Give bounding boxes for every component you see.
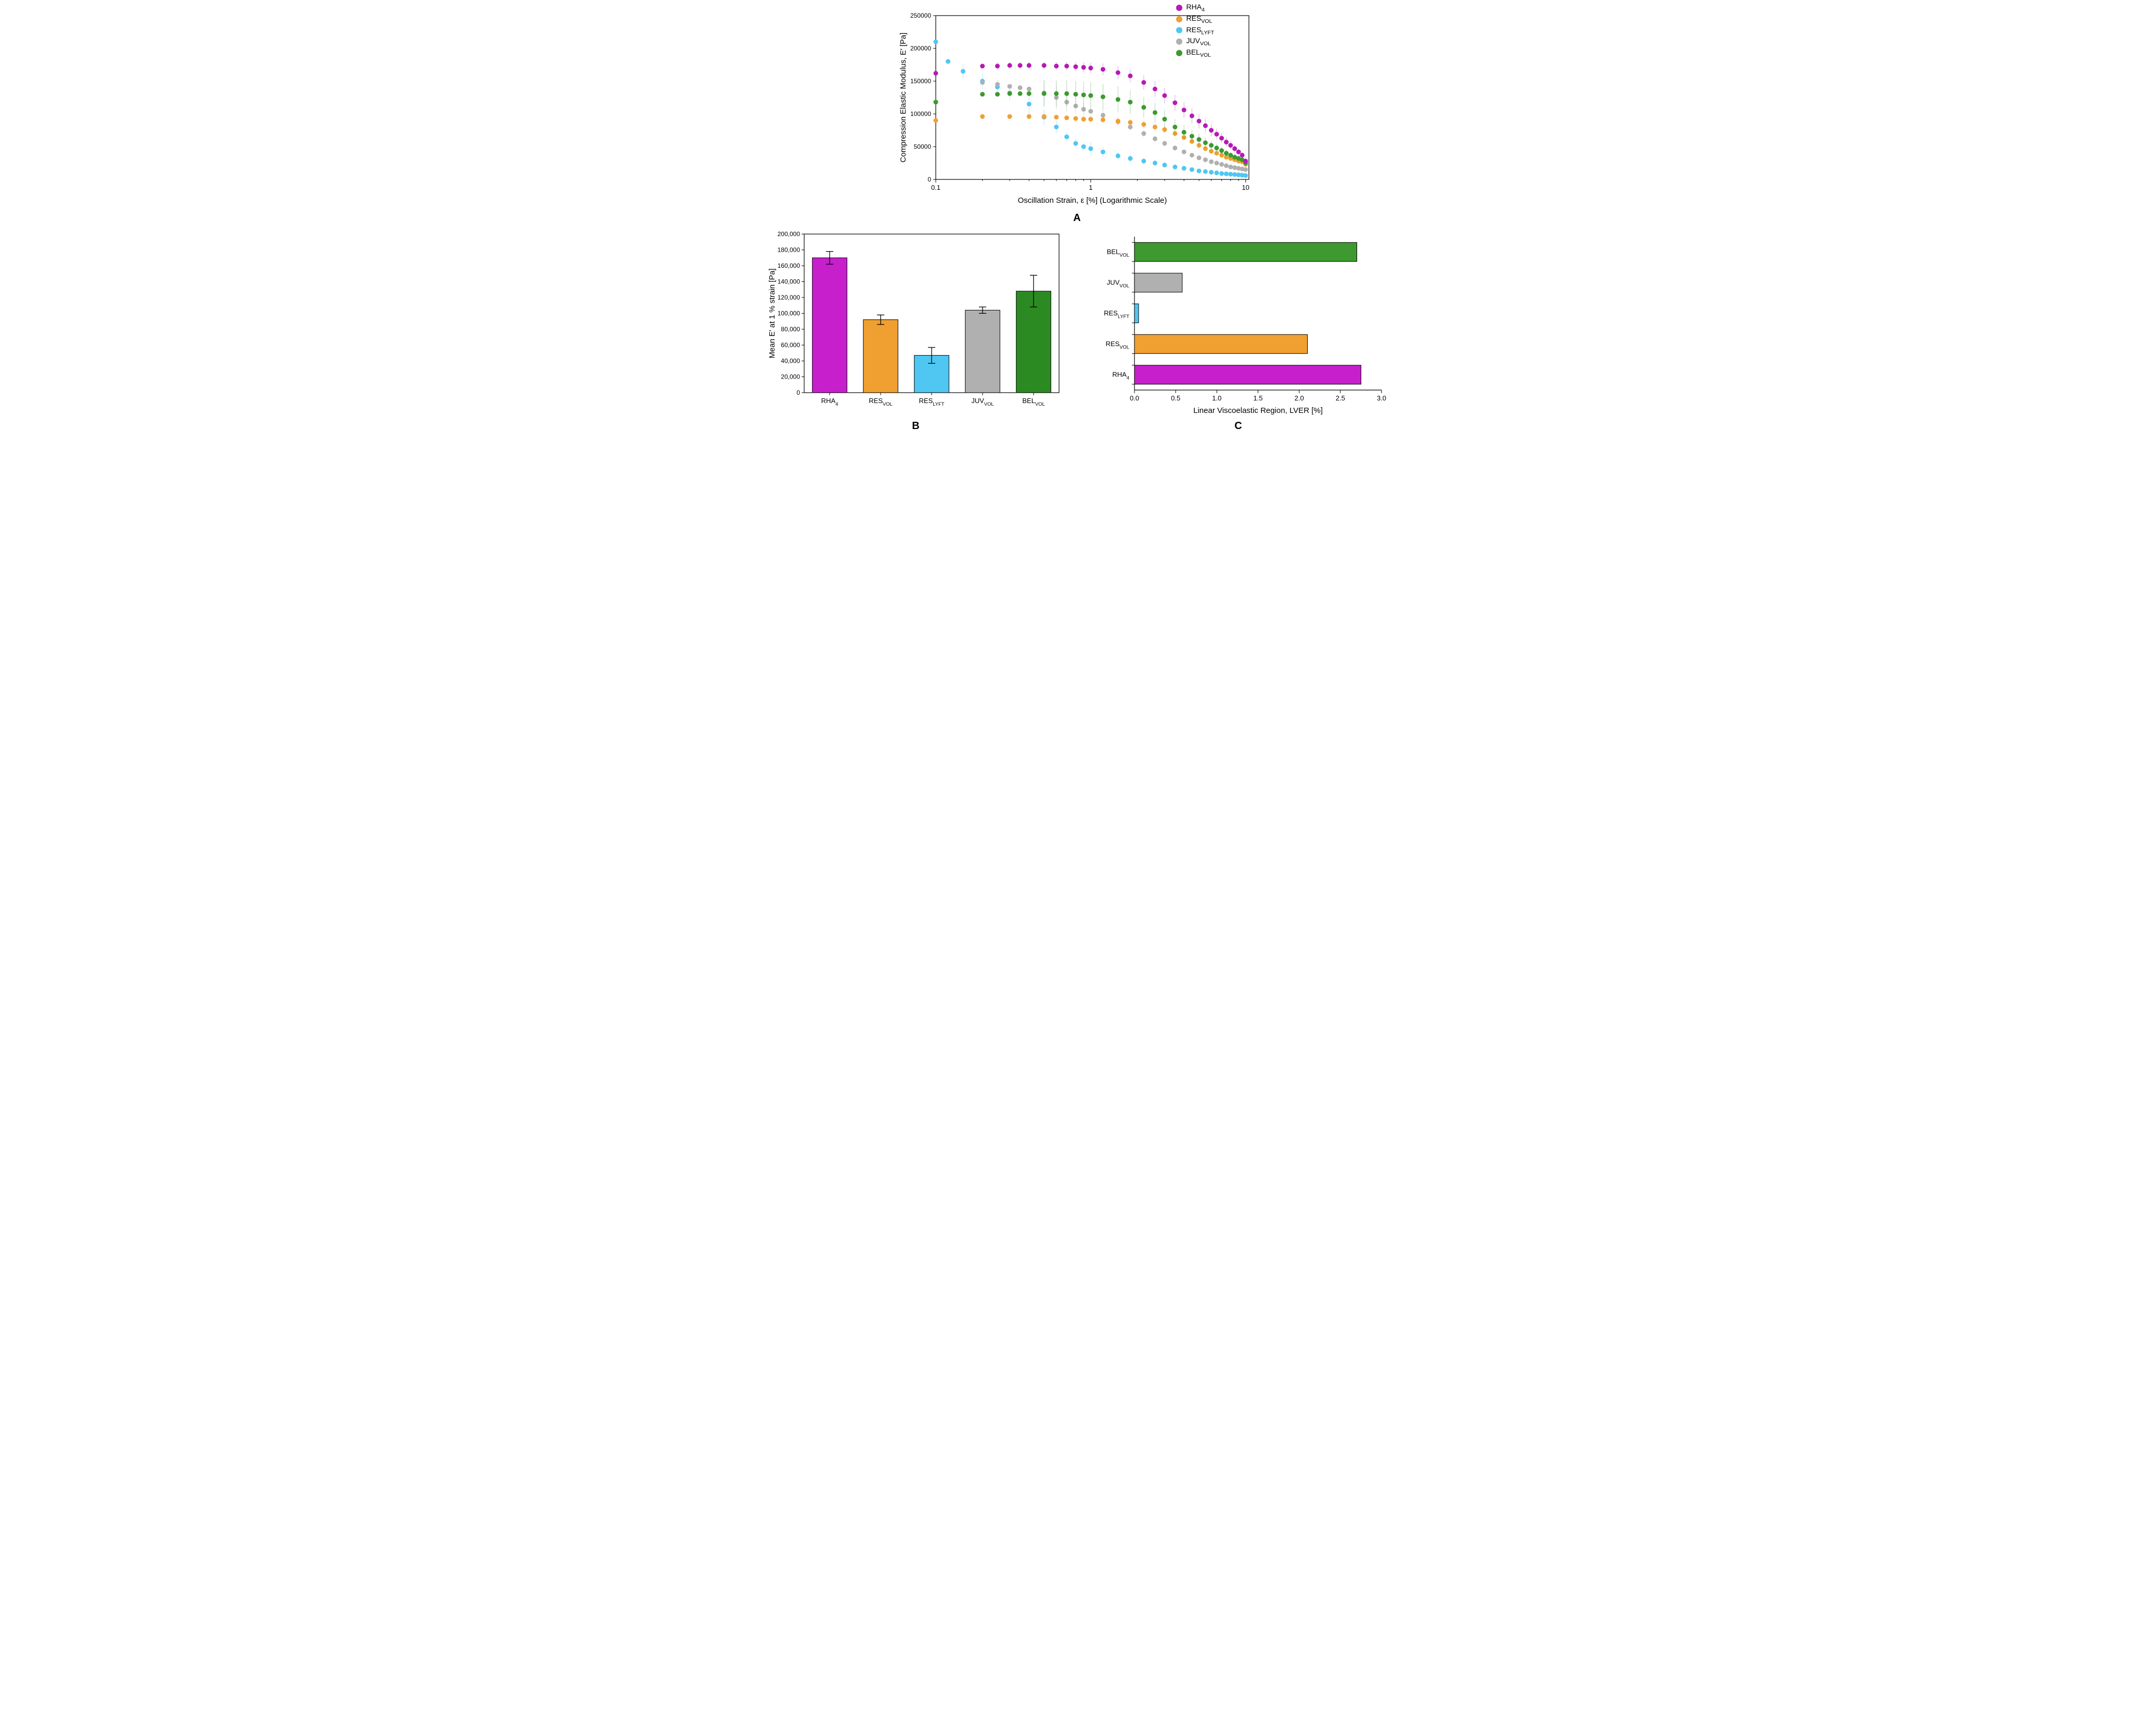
panel-b-label: B: [765, 420, 1067, 432]
svg-text:0: 0: [927, 176, 931, 183]
panel-c-chart: 0.0 0.5 1.0 1.5 2.0 2.5 3.0 Linear Viscoelastic…: [1088, 229, 1389, 416]
figure-container: 0 50000 100000 150000 200000 250000 0.1 1 10 Osci…: [765, 10, 1389, 426]
svg-text:150000: 150000: [910, 77, 931, 85]
svg-text:BELVOL: BELVOL: [1106, 248, 1129, 258]
svg-text:RESLYFT: RESLYFT: [1104, 309, 1129, 319]
svg-text:200,000: 200,000: [777, 230, 800, 238]
svg-text:3.0: 3.0: [1376, 394, 1386, 402]
svg-text:50000: 50000: [913, 143, 931, 150]
panel-c: 0.0 0.5 1.0 1.5 2.0 2.5 3.0 Linear Viscoelastic…: [1088, 229, 1389, 426]
svg-text:200000: 200000: [910, 45, 931, 52]
legend-marker: [1176, 27, 1182, 33]
svg-text:140,000: 140,000: [777, 278, 800, 286]
legend-marker: [1176, 5, 1182, 11]
svg-text:60,000: 60,000: [781, 342, 800, 349]
legend-label: RESVOL: [1186, 14, 1213, 24]
svg-text:JUVVOL: JUVVOL: [971, 397, 994, 407]
svg-text:Oscillation Strain, ε [%] (Log: Oscillation Strain, ε [%] (Logarithmic S…: [1017, 196, 1167, 205]
legend-item: JUVVOL: [1176, 36, 1215, 47]
svg-text:Linear Viscoelastic Region, LV: Linear Viscoelastic Region, LVER [%]: [1193, 406, 1323, 415]
panel-row: 0 20,000 40,000 60,000 80,000 100,000 120,000 1…: [765, 229, 1389, 426]
svg-text:80,000: 80,000: [781, 326, 800, 333]
legend-item: RESVOL: [1176, 14, 1215, 24]
svg-text:BELVOL: BELVOL: [1022, 397, 1044, 407]
legend-label: RHA4: [1186, 3, 1205, 13]
legend-item: RHA4: [1176, 3, 1215, 13]
svg-text:RESLYFT: RESLYFT: [919, 397, 944, 407]
panel-b: 0 20,000 40,000 60,000 80,000 100,000 120,000 1…: [765, 229, 1067, 426]
svg-text:JUVVOL: JUVVOL: [1106, 279, 1129, 289]
svg-text:1: 1: [1089, 184, 1092, 191]
legend-item: BELVOL: [1176, 48, 1215, 58]
svg-text:160,000: 160,000: [777, 262, 800, 269]
svg-text:0.0: 0.0: [1129, 394, 1139, 402]
svg-text:1.5: 1.5: [1253, 394, 1262, 402]
legend-label: JUVVOL: [1186, 36, 1211, 47]
legend-marker: [1176, 38, 1182, 45]
svg-text:Mean E' at 1 % strain [Pa]: Mean E' at 1 % strain [Pa]: [768, 268, 777, 358]
panel-a-label: A: [895, 212, 1259, 224]
svg-text:RESVOL: RESVOL: [1105, 340, 1129, 350]
svg-text:0: 0: [796, 389, 800, 396]
svg-text:0.5: 0.5: [1171, 394, 1180, 402]
svg-text:0.1: 0.1: [931, 184, 940, 191]
legend-label: BELVOL: [1186, 48, 1211, 58]
svg-text:RHA4: RHA4: [1112, 371, 1129, 381]
svg-text:2.5: 2.5: [1335, 394, 1345, 402]
svg-text:10: 10: [1242, 184, 1249, 191]
legend-marker: [1176, 50, 1182, 56]
legend-marker: [1176, 16, 1182, 22]
svg-text:100,000: 100,000: [777, 310, 800, 317]
svg-text:RESVOL: RESVOL: [869, 397, 892, 407]
svg-text:40,000: 40,000: [781, 357, 800, 365]
panel-a: 0 50000 100000 150000 200000 250000 0.1 1 10 Osci…: [895, 10, 1259, 218]
svg-text:120,000: 120,000: [777, 294, 800, 301]
panel-c-label: C: [1088, 420, 1389, 432]
panel-b-chart: 0 20,000 40,000 60,000 80,000 100,000 120,000 1…: [765, 229, 1067, 416]
svg-text:Compression Elastic Modulus, E: Compression Elastic Modulus, E' [Pa]: [899, 33, 908, 163]
svg-text:100000: 100000: [910, 110, 931, 118]
svg-text:180,000: 180,000: [777, 247, 800, 254]
legend-item: RESLYFT: [1176, 25, 1215, 36]
svg-text:250000: 250000: [910, 12, 931, 19]
legend-label: RESLYFT: [1186, 25, 1215, 36]
svg-text:20,000: 20,000: [781, 373, 800, 381]
svg-text:RHA4: RHA4: [821, 397, 838, 407]
svg-text:2.0: 2.0: [1294, 394, 1304, 402]
legend: RHA4RESVOLRESLYFTJUVVOLBELVOL: [1176, 3, 1215, 59]
svg-text:1.0: 1.0: [1212, 394, 1221, 402]
